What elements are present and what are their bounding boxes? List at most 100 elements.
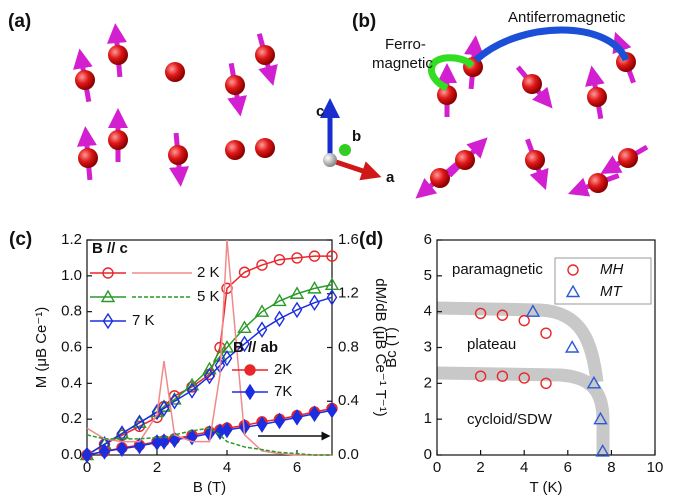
x-tick-label: 8 [607, 459, 615, 476]
atom [168, 145, 188, 165]
bond-label: Antiferromagnetic [508, 9, 626, 26]
y-tick-label: 0.4 [61, 374, 82, 391]
phase-boundary [436, 301, 604, 383]
marker [238, 266, 251, 278]
atom [255, 45, 275, 65]
legend-label: 7K [274, 383, 292, 400]
marker [204, 367, 215, 385]
legend-label: MT [600, 283, 623, 300]
panel-label: (b) [352, 11, 376, 32]
marker [274, 412, 285, 430]
marker [114, 426, 130, 439]
y-tick-label: 1.2 [61, 231, 82, 248]
marker [273, 254, 286, 266]
axis-label: a [386, 169, 395, 186]
axis-ball [339, 144, 351, 156]
y-tick-label: 0.0 [61, 446, 82, 463]
annotation: cycloid/SDW [467, 411, 553, 428]
atom [255, 138, 275, 158]
marker [307, 280, 322, 294]
legend-label: MH [600, 261, 623, 278]
marker [239, 335, 250, 353]
marker [326, 401, 338, 419]
marker [308, 250, 321, 262]
legend-title: B // ab [233, 339, 278, 356]
plots: 0 2 4 6 0.0 0.2 0.4 0.6 0.8 1.0 1.2 0.0 0.4 0.8 1.2 1.6… [9, 229, 663, 496]
marker [309, 294, 320, 312]
marker [586, 375, 602, 389]
y-tick-label: 1.0 [61, 267, 82, 284]
marker [102, 267, 114, 279]
bond-label: magnetic [372, 55, 433, 72]
axis-label: c [316, 103, 324, 120]
x-tick-label: 0 [83, 459, 91, 476]
marker [496, 309, 509, 321]
marker [274, 310, 285, 328]
x-tick-label: 2 [476, 459, 484, 476]
y-tick-label: 6 [424, 231, 432, 248]
y-tick-label: 5 [424, 267, 432, 284]
atom [108, 130, 128, 150]
marker [518, 372, 530, 384]
marker [593, 411, 608, 425]
annotation: paramagnetic [452, 261, 543, 278]
y2-tick-label: 0.4 [338, 392, 359, 409]
atom [75, 70, 95, 90]
marker [99, 443, 110, 460]
series-line [86, 255, 332, 456]
marker [254, 304, 270, 317]
marker [202, 361, 217, 375]
marker [565, 284, 581, 298]
series-line [86, 296, 333, 456]
marker [237, 320, 252, 333]
marker [116, 440, 128, 458]
atom [430, 168, 450, 188]
y-tick-label: 1 [424, 410, 432, 427]
y-tick-label: 0.6 [61, 338, 82, 355]
marker [540, 377, 552, 390]
legend-label: 2 K [197, 264, 220, 281]
marker [186, 382, 198, 399]
marker [564, 340, 580, 353]
atom [108, 45, 128, 65]
legend-label: 5 K [197, 288, 220, 305]
axis-arrow [329, 157, 382, 181]
x-tick-label: 10 [647, 459, 664, 476]
x-tick-label: 2 [153, 459, 161, 476]
marker [595, 444, 610, 457]
marker [244, 383, 256, 401]
x-tick-label: 0 [433, 459, 441, 476]
x-tick-label: 6 [293, 459, 301, 476]
y-tick-label: 4 [424, 303, 432, 320]
marker [256, 416, 268, 433]
y2-tick-label: 0.8 [338, 338, 359, 355]
marker [134, 414, 145, 432]
atom [522, 74, 542, 94]
y2-tick-label: 1.6 [338, 231, 359, 248]
y2-tick-label: 0.0 [338, 446, 359, 463]
marker [291, 252, 303, 264]
marker [326, 250, 338, 262]
panel-label: (c) [9, 229, 32, 250]
annotation: plateau [467, 336, 516, 353]
atom [588, 173, 608, 193]
atom [455, 150, 475, 170]
origin [323, 153, 337, 167]
y-tick-label: 0.8 [61, 303, 82, 320]
legend-title: B // c [92, 240, 128, 257]
series-line [86, 239, 332, 456]
atom [525, 150, 545, 170]
marker [169, 392, 180, 410]
y2-tick-label: 1.2 [338, 285, 359, 302]
series-line [86, 427, 332, 456]
y-axis-label: M (μB Ce⁻¹) [33, 307, 50, 389]
marker [291, 409, 303, 426]
marker [100, 289, 116, 303]
x-axis-label: B (T) [193, 479, 226, 496]
marker [256, 259, 268, 271]
marker [221, 349, 233, 367]
atom [78, 148, 98, 168]
y-tick-label: 0 [424, 446, 432, 463]
legend-label: 7 K [132, 312, 155, 329]
